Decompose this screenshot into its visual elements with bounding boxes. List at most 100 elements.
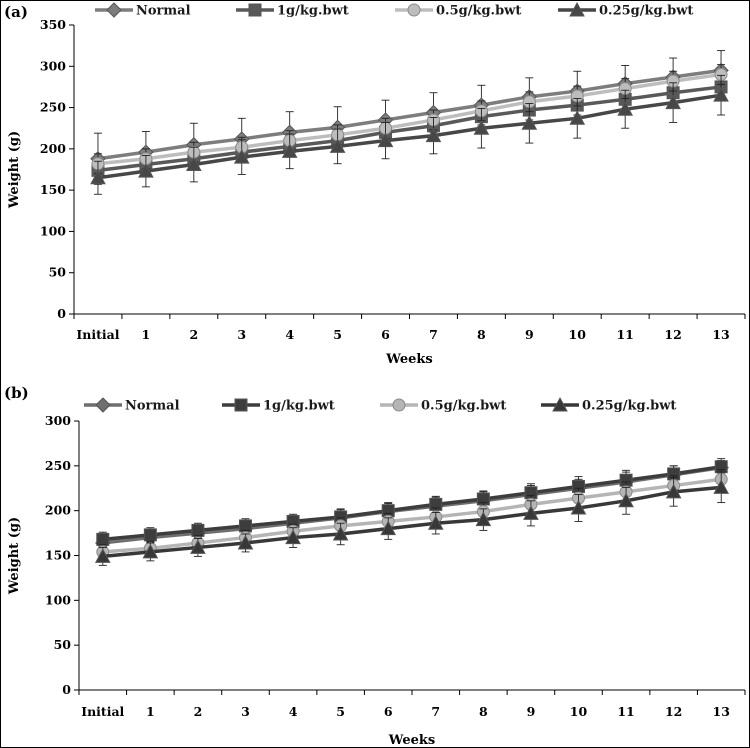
legend-label: 0.5g/kg.bwt: [436, 4, 521, 19]
legend-label: Normal: [125, 399, 180, 414]
x-tick-label: 3: [241, 704, 250, 719]
data-point: [570, 499, 587, 515]
data-point: [473, 120, 490, 135]
data-point: [237, 534, 254, 550]
panel-label: (b): [4, 384, 29, 402]
x-tick-label: 13: [712, 327, 729, 342]
data-point: [427, 515, 444, 530]
x-tick-label: 5: [336, 704, 345, 719]
x-tick-label: 6: [384, 704, 393, 719]
legend-marker: [569, 1, 585, 17]
series-0.25g/kg.bwt: [90, 74, 729, 195]
panel-label: (a): [4, 3, 28, 21]
y-axis-title: Weight (g): [7, 131, 22, 209]
legend: Normal 1g/kg.bwt 0.5g/kg.bwt 0.25g/kg.bwt: [84, 396, 676, 414]
x-tick-label: 4: [285, 327, 294, 342]
y-tick-label: 200: [45, 503, 71, 518]
y-tick-label: 150: [40, 182, 66, 197]
legend: Normal 1g/kg.bwt 0.5g/kg.bwt 0.25g/kg.bwt: [95, 1, 693, 19]
x-tick-label: 10: [569, 327, 587, 342]
data-point: [281, 143, 298, 158]
data-point: [190, 539, 206, 554]
data-point: [523, 505, 539, 520]
x-tick-label: 4: [289, 704, 298, 719]
x-tick-label: 6: [381, 327, 390, 342]
y-tick-label: 150: [45, 548, 71, 563]
legend-label: 1g/kg.bwt: [263, 399, 335, 414]
x-tick-label: 10: [570, 704, 588, 719]
y-tick-label: 200: [40, 141, 66, 156]
series-line: [97, 68, 722, 161]
x-tick-label: 7: [431, 704, 440, 719]
legend-marker: [106, 2, 122, 18]
data-point: [332, 525, 349, 541]
legend-marker: [552, 396, 568, 412]
x-tick-label: 2: [189, 327, 198, 342]
legend-label: 0.25g/kg.bwt: [582, 399, 676, 414]
x-tick-label: 5: [333, 327, 342, 342]
series-0.25g/kg.bwt: [94, 471, 730, 566]
y-tick-label: 300: [40, 58, 66, 73]
y-tick-label: 100: [45, 592, 71, 607]
y-tick-label: 50: [49, 265, 67, 280]
x-tick-label: 7: [429, 327, 438, 342]
data-point: [713, 87, 729, 102]
x-tick-label: 11: [617, 704, 634, 719]
y-tick-label: 350: [40, 17, 66, 32]
y-tick-label: 0: [62, 682, 71, 697]
y-tick-label: 300: [45, 413, 71, 428]
y-tick-label: 250: [45, 458, 71, 473]
x-tick-label: 1: [146, 704, 155, 719]
data-point: [185, 156, 202, 172]
data-point: [425, 127, 442, 143]
data-point: [285, 529, 301, 545]
data-point: [475, 511, 492, 527]
x-tick-label: 9: [525, 327, 534, 342]
legend-marker: [407, 3, 421, 17]
x-tick-label: 8: [477, 327, 486, 342]
legend-marker: [234, 398, 248, 412]
x-tick-label: 8: [479, 704, 488, 719]
x-tick-label: 2: [194, 704, 203, 719]
x-tick-label: Initial: [81, 704, 124, 719]
data-point: [380, 520, 397, 536]
data-point: [377, 132, 394, 148]
data-point: [618, 492, 634, 508]
legend-label: 0.25g/kg.bwt: [599, 4, 693, 19]
legend-marker: [392, 398, 406, 412]
series-line: [97, 93, 722, 180]
y-tick-label: 0: [57, 306, 66, 321]
data-point: [96, 532, 110, 546]
x-tick-label: 1: [142, 327, 151, 342]
x-axis-title: Weeks: [388, 733, 435, 747]
legend-marker: [95, 397, 111, 413]
x-axis-title: Weeks: [385, 352, 432, 367]
series-line: [102, 464, 722, 542]
x-tick-label: 11: [616, 327, 633, 342]
x-tick-label: 3: [237, 327, 246, 342]
y-tick-label: 50: [54, 637, 72, 652]
series-Normal: [95, 458, 729, 551]
series-line: [102, 485, 722, 559]
legend-label: 1g/kg.bwt: [277, 4, 349, 19]
data-point: [143, 528, 157, 542]
data-point: [329, 138, 346, 153]
y-axis-title: Weight (g): [7, 517, 22, 595]
data-point: [138, 163, 154, 178]
legend-label: 0.5g/kg.bwt: [421, 399, 506, 414]
legend-label: Normal: [136, 4, 191, 19]
series-line: [97, 72, 722, 166]
x-tick-label: 12: [664, 327, 681, 342]
data-point: [665, 94, 681, 110]
data-point: [90, 169, 106, 185]
data-point: [569, 110, 586, 125]
y-tick-label: 250: [40, 100, 66, 115]
data-point: [521, 115, 538, 130]
data-point: [142, 543, 159, 559]
series-line: [102, 477, 722, 554]
x-tick-label: 13: [713, 704, 730, 719]
